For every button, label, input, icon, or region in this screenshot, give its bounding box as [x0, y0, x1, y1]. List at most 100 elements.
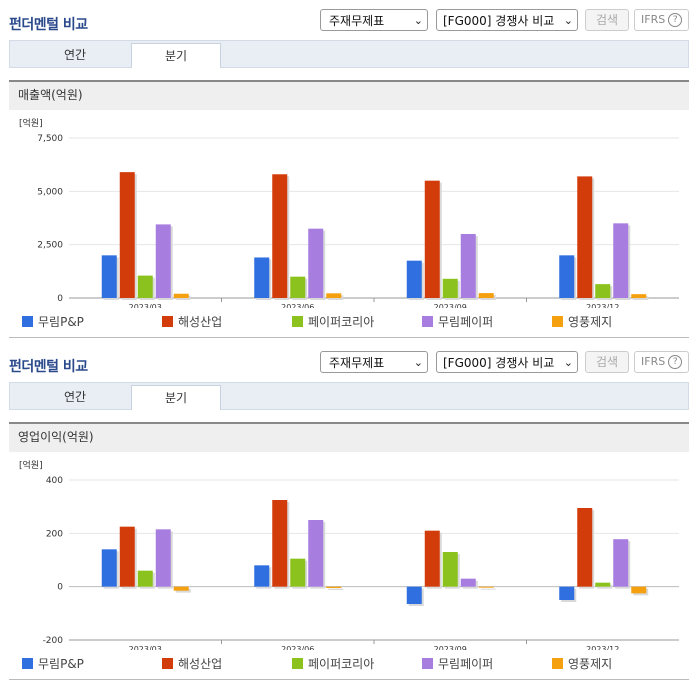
tab-annual[interactable]: 연간: [63, 48, 87, 62]
operating-profit-chart: [억원] -200 0 200 400 2023/03 2023/06 2023/09 2023…: [19, 459, 679, 650]
bar: [155, 224, 171, 298]
y-tick-label: 200: [46, 529, 63, 539]
search-button[interactable]: 검색: [585, 9, 629, 31]
x-tick-label: 2023/09: [434, 303, 467, 308]
bar: [613, 539, 629, 587]
compare-select[interactable]: [FG000] 경쟁사 비교 ⌄: [436, 351, 578, 373]
ifrs-help-button[interactable]: IFRS?: [634, 9, 689, 31]
bar-shadow: [175, 588, 191, 593]
legend-swatch: [552, 316, 563, 327]
bar: [478, 293, 494, 298]
bar: [137, 570, 153, 587]
bar: [442, 552, 458, 587]
bar: [326, 293, 342, 298]
bar: [173, 586, 189, 591]
bar: [406, 260, 422, 298]
bar: [254, 257, 270, 298]
chevron-down-icon: ⌄: [413, 14, 423, 27]
chevron-down-icon: ⌄: [413, 356, 423, 369]
ifrs-label: IFRS: [641, 355, 666, 368]
bar: [595, 582, 611, 587]
bar: [119, 172, 135, 298]
legend-swatch: [22, 658, 33, 669]
question-icon: ?: [668, 13, 683, 27]
chart-header: 매출액(억원): [9, 80, 689, 110]
y-tick-label: 7,500: [37, 134, 63, 144]
legend-item[interactable]: 무림P&P: [22, 313, 84, 330]
ifrs-help-button[interactable]: IFRS?: [634, 351, 689, 373]
legend-swatch: [292, 316, 303, 327]
legend-item[interactable]: 무림페이퍼: [422, 313, 493, 330]
bar: [631, 586, 647, 594]
y-tick-label: 2,500: [37, 241, 63, 251]
tab-quarterly[interactable]: 분기: [131, 43, 221, 68]
fundamental-section-operating-profit: 펀더멘털 비교 주재무제표 ⌄ [FG000] 경쟁사 비교 ⌄ 검색 IFRS…: [0, 342, 696, 684]
bar-shadow: [633, 296, 649, 300]
legend-item[interactable]: 해성산업: [162, 313, 222, 330]
chevron-down-icon: ⌄: [563, 14, 573, 27]
legend-item[interactable]: 영풍제지: [552, 655, 612, 672]
x-tick-label: 2023/09: [434, 645, 467, 650]
bar: [460, 578, 476, 587]
compare-select-value: [FG000] 경쟁사 비교: [443, 14, 555, 28]
question-icon: ?: [668, 355, 683, 369]
bar: [272, 500, 288, 587]
statement-select-value: 주재무제표: [329, 356, 385, 370]
bar: [406, 586, 422, 604]
legend-item[interactable]: 무림페이퍼: [422, 655, 493, 672]
bar: [631, 294, 647, 298]
bar: [424, 530, 440, 587]
legend-swatch: [162, 658, 173, 669]
bar: [101, 549, 117, 587]
tab-quarterly[interactable]: 분기: [131, 385, 221, 410]
x-tick-label: 2023/03: [129, 645, 162, 650]
bar: [577, 176, 593, 298]
y-tick-label: 0: [57, 583, 63, 593]
legend-swatch: [292, 658, 303, 669]
legend-swatch: [162, 316, 173, 327]
y-tick-label: 400: [46, 476, 63, 486]
statement-select[interactable]: 주재무제표 ⌄: [320, 351, 428, 373]
ifrs-label: IFRS: [641, 13, 666, 26]
chart-header: 영업이익(억원): [9, 422, 689, 452]
sales-chart: [억원] 0 2,500 5,000 7,500 2023/03 2023/06 2023/0…: [19, 117, 679, 308]
period-tabs: 연간 분기: [9, 40, 689, 68]
legend-item[interactable]: 무림P&P: [22, 655, 84, 672]
bar: [559, 586, 575, 600]
bar: [577, 508, 593, 587]
compare-select-value: [FG000] 경쟁사 비교: [443, 356, 555, 370]
bar: [173, 293, 189, 298]
x-tick-label: 2023/06: [281, 303, 314, 308]
legend-swatch: [422, 316, 433, 327]
legend-item[interactable]: 페이퍼코리아: [292, 655, 374, 672]
tab-annual[interactable]: 연간: [63, 390, 87, 404]
bar: [137, 275, 153, 298]
search-button[interactable]: 검색: [585, 351, 629, 373]
legend-swatch: [22, 316, 33, 327]
bar: [254, 565, 270, 587]
bar: [272, 174, 288, 298]
unit-label: [억원]: [19, 117, 43, 129]
legend-item[interactable]: 영풍제지: [552, 313, 612, 330]
divider: [9, 337, 689, 338]
bar: [460, 234, 476, 298]
bar-shadow: [597, 584, 613, 589]
y-tick-label: 5,000: [37, 187, 63, 197]
fundamental-section-sales: 펀더멘털 비교 주재무제표 ⌄ [FG000] 경쟁사 비교 ⌄ 검색 IFRS…: [0, 0, 696, 340]
statement-select[interactable]: 주재무제표 ⌄: [320, 9, 428, 31]
y-tick-label: 0: [57, 294, 63, 304]
bar-shadow: [480, 588, 496, 590]
bar: [155, 529, 171, 587]
legend-item[interactable]: 해성산업: [162, 655, 222, 672]
chevron-down-icon: ⌄: [563, 356, 573, 369]
compare-select[interactable]: [FG000] 경쟁사 비교 ⌄: [436, 9, 578, 31]
statement-select-value: 주재무제표: [329, 14, 385, 28]
divider: [9, 679, 689, 680]
bar: [559, 255, 575, 298]
legend-swatch: [422, 658, 433, 669]
y-tick-label: -200: [43, 636, 64, 646]
legend-item[interactable]: 페이퍼코리아: [292, 313, 374, 330]
bar: [119, 526, 135, 587]
bar: [308, 520, 324, 587]
bar-shadow: [328, 588, 344, 590]
